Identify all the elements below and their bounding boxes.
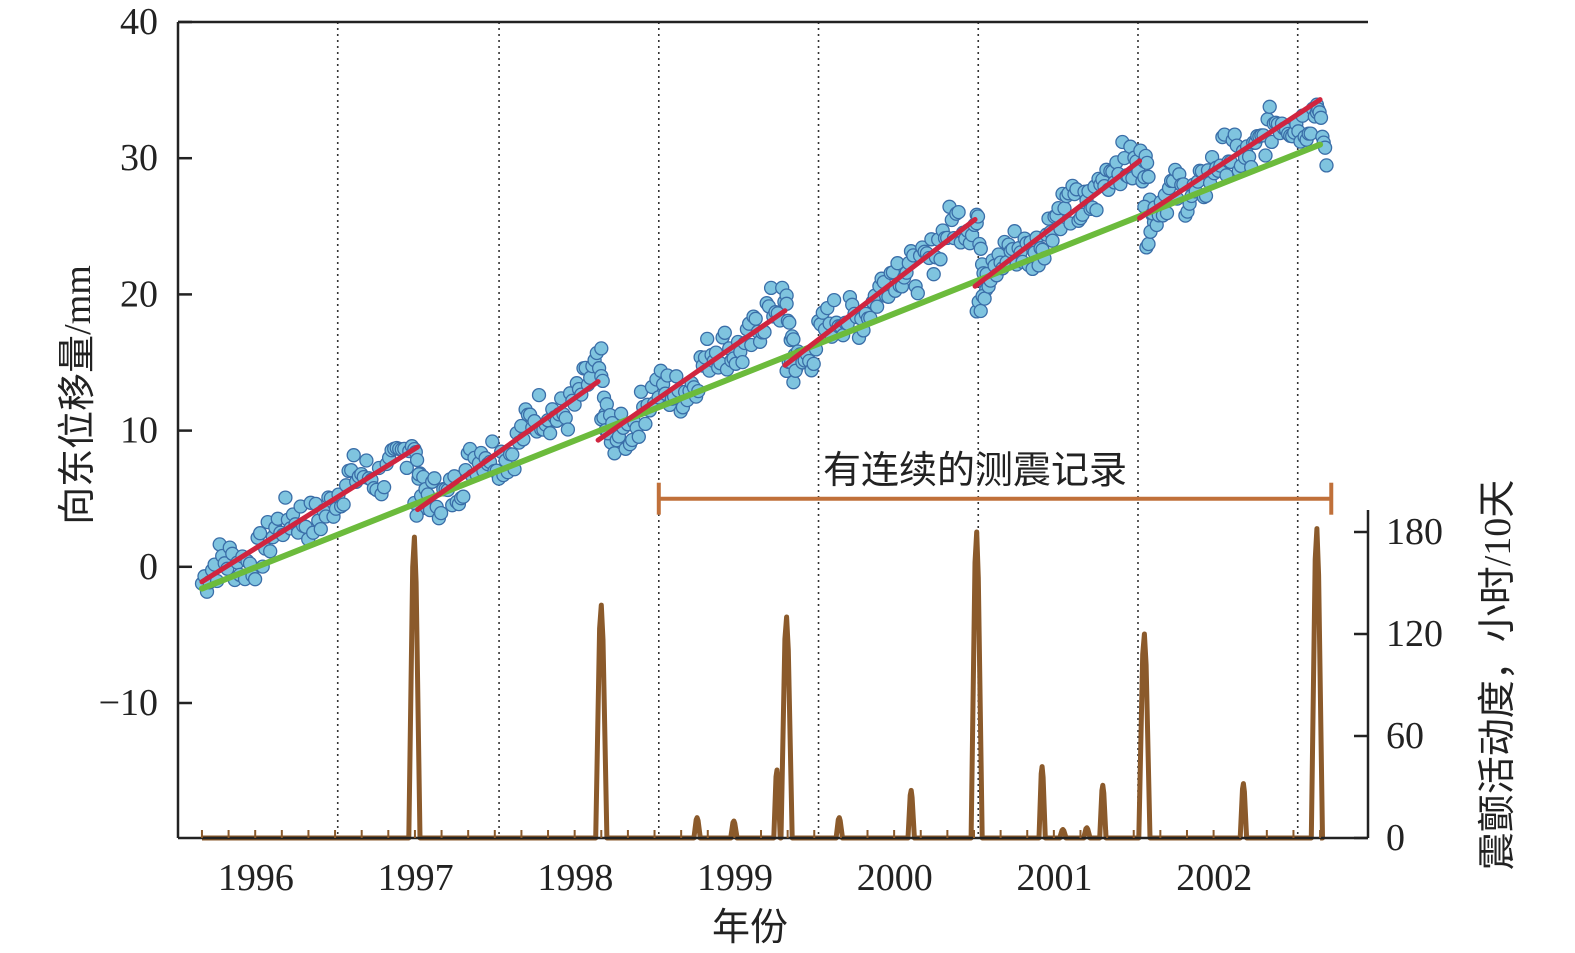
trend-lines [198, 97, 1324, 592]
tremor-line [202, 526, 1325, 841]
gps-point [1141, 236, 1156, 252]
y-right-tick-label-2: 60 [1386, 715, 1424, 757]
gps-point [263, 544, 278, 559]
gps-point [782, 315, 797, 330]
gps-point [1313, 110, 1329, 125]
gps-point [973, 303, 988, 319]
gps-point [558, 410, 573, 426]
gps-point [926, 267, 941, 282]
y-left-tick-label-0: 40 [120, 1, 158, 43]
gps-point [376, 480, 392, 495]
gps-point [1264, 134, 1279, 150]
y-left-tick-label-1: 30 [120, 137, 158, 179]
tremor-series [202, 526, 1325, 841]
x-tick-label-4: 2000 [857, 857, 933, 899]
gps-point [826, 292, 842, 308]
gps-point [594, 341, 609, 356]
gps-point [973, 241, 988, 256]
gps-point [247, 572, 263, 587]
gps-point [735, 354, 750, 370]
gps-point [399, 460, 414, 476]
y-left-tick-label-5: −10 [99, 682, 158, 724]
gps-point [910, 286, 925, 301]
gps-point [806, 356, 821, 372]
y-right-tick-label-0: 180 [1386, 511, 1443, 553]
gps-point [869, 299, 885, 314]
gps-point [1258, 148, 1273, 163]
gps-point [433, 505, 449, 521]
gps-point [409, 452, 425, 468]
y-axis-right-label: 震颤活动度，小时/10天 [1477, 480, 1519, 871]
gps-point [346, 448, 361, 463]
gps-point [631, 429, 646, 444]
gps-point [977, 291, 992, 306]
gps-point [786, 375, 801, 390]
gps-point [1089, 202, 1104, 218]
gps-point [933, 252, 948, 267]
x-tick-label-6: 2002 [1176, 857, 1252, 899]
gps-point [531, 387, 547, 403]
gps-point [427, 471, 442, 486]
y-axis-left-label: 向东位移量/mm [57, 265, 99, 525]
gps-point [252, 526, 268, 541]
red-trend-segment-1 [415, 379, 601, 513]
vertical-gridlines [336, 22, 1299, 838]
tick-labels: 40 30 20 10 0 −10 180 120 60 0 1996 1997 1998 1999 200… [99, 1, 1443, 899]
gps-point [1303, 126, 1318, 141]
gps-point [505, 447, 520, 462]
gps-point [779, 296, 794, 311]
gps-point [669, 369, 684, 384]
gps-point [748, 311, 763, 326]
y-left-tick-label-2: 20 [120, 273, 158, 315]
y-right-tick-label-1: 120 [1386, 613, 1443, 655]
gps-point [1262, 99, 1277, 114]
red-trend-segment-0 [199, 444, 421, 585]
gps-point [1139, 155, 1155, 171]
gps-point [359, 453, 374, 468]
gps-point [278, 490, 293, 505]
gps-point [1045, 233, 1060, 248]
x-tick-label-1: 1997 [378, 857, 454, 899]
gps-point [560, 422, 576, 437]
gps-point [1007, 224, 1022, 239]
gps-point [951, 204, 966, 220]
gps-point [313, 521, 328, 537]
x-tick-label-3: 1999 [697, 857, 773, 899]
gps-point [542, 426, 558, 441]
red-trend-segment-3 [782, 216, 978, 368]
red-trend-segment-2 [595, 308, 788, 443]
red-trend-segment-5 [1137, 97, 1323, 221]
y-left-tick-label-3: 10 [120, 410, 158, 452]
x-axis-label: 年份 [712, 907, 788, 949]
gps-point [1319, 158, 1334, 173]
gps-point [700, 331, 715, 347]
x-tick-label-2: 1998 [537, 857, 613, 899]
annotation-label: 有连续的测震记录 [823, 450, 1127, 492]
y-right-tick-label-3: 0 [1386, 817, 1405, 859]
green-trend-line [198, 141, 1324, 592]
x-tick-label-5: 2001 [1017, 857, 1093, 899]
x-tick-label-0: 1996 [218, 857, 294, 899]
gps-point [638, 416, 653, 432]
gps-point [456, 489, 471, 504]
gps-point [336, 497, 351, 512]
gps-point [786, 332, 801, 347]
axes [176, 20, 1370, 840]
gps-point [717, 325, 732, 340]
red-trend-segment-4 [972, 158, 1143, 289]
y-left-tick-label-4: 0 [139, 546, 158, 588]
gps-point [1141, 169, 1156, 184]
gps-point [485, 434, 500, 449]
annotation-bracket [656, 482, 1334, 515]
